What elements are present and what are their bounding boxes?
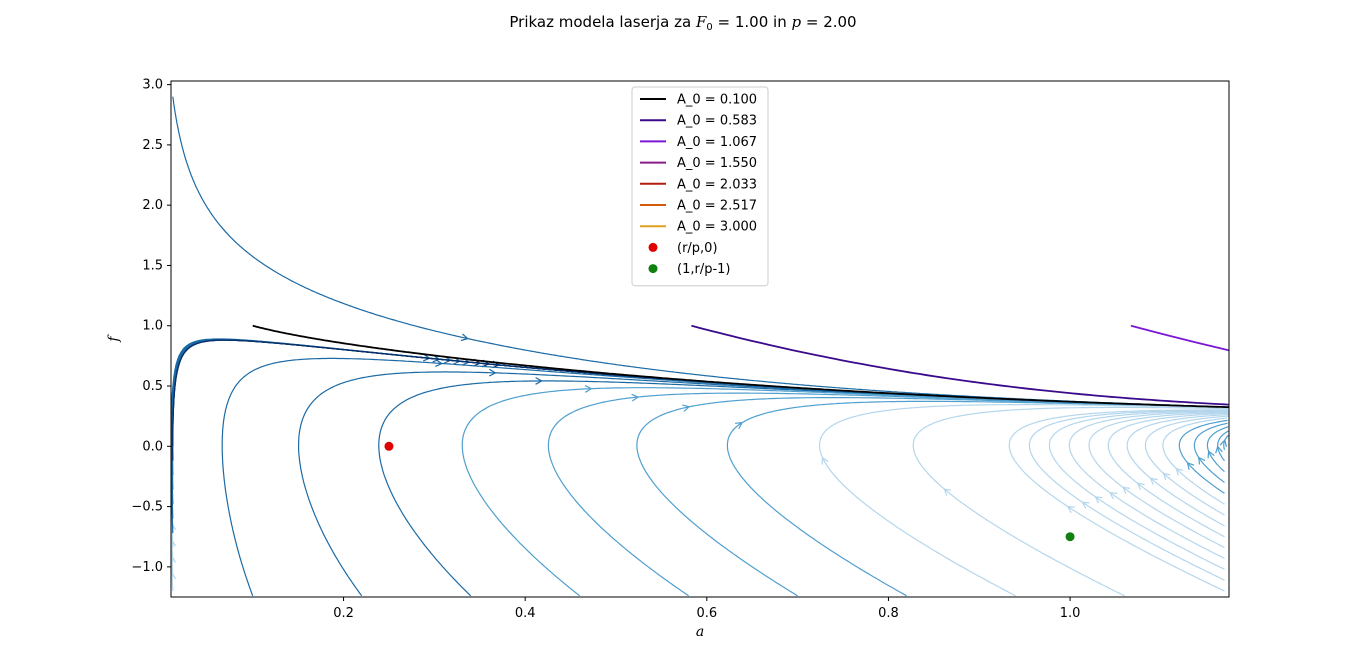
y-tick-label: 0.0 [142,439,163,454]
trajectory-line [691,324,1229,406]
streamline [1126,414,1229,527]
streamline-arrow [1162,472,1171,481]
streamline-arrow [682,404,691,412]
streamline [912,406,1228,597]
streamline-arrow [1207,450,1215,459]
streamline-arrow [171,571,177,580]
streamline-arrow [435,359,444,367]
streamline-arrow [1149,477,1158,485]
streamline-arrow [584,385,593,393]
x-tick-label: 0.2 [333,606,354,621]
streamline [1193,422,1228,483]
legend-label: A_0 = 2.517 [677,199,757,214]
legend-label: A_0 = 2.033 [677,177,757,192]
legend-label: A_0 = 3.000 [677,220,757,235]
legend-marker [648,264,658,274]
streamline [547,392,1228,597]
streamline [819,404,1229,597]
fixed-points [384,441,1075,542]
streamline [1178,419,1228,494]
fixed-point-marker [1065,532,1075,542]
x-tick-label: 1.0 [1060,606,1081,621]
legend-label: (r/p,0) [677,241,718,256]
streamline-arrow [943,488,952,496]
streamline-arrow [1175,467,1184,476]
streamline [726,400,1228,597]
y-tick-label: 1.0 [142,319,163,334]
streamline-arrow [1094,496,1103,504]
streamline [1008,409,1229,592]
streamline [171,338,1228,534]
streamline [1028,409,1228,581]
legend-label: A_0 = 0.100 [677,93,757,108]
y-axis-label: f [106,334,122,343]
plot-frame [170,80,1230,598]
streamline [1107,412,1229,538]
streamline-arrow [1186,461,1195,470]
streamline-arrow [631,393,640,402]
legend-label: A_0 = 1.067 [677,135,757,150]
x-tick-label: 0.8 [878,606,899,621]
streamline [171,339,1227,505]
legend: A_0 = 0.100 A_0 = 0.583 A_0 = 1.067 A_0 = 1… [631,86,769,287]
streamline [636,397,1229,597]
y-tick-label: 1.5 [142,258,163,273]
trajectory-line [1130,324,1229,352]
streamline-arrow [1219,438,1228,448]
streamline-arrow [821,456,829,465]
y-tick-label: 0.5 [142,379,163,394]
streamline [1206,426,1229,473]
y-tick-label: 2.5 [142,138,163,153]
streamline-arrow [1109,491,1118,500]
legend-marker [648,242,658,252]
streamline-arrow [1081,501,1090,509]
streamline-arrow [735,421,744,430]
streamline-arrow [460,333,469,342]
streamline [1048,410,1229,570]
streamline [171,338,1228,519]
streamline-arrow [535,377,543,385]
streamline [1088,411,1229,549]
y-tick-label: −1.0 [131,560,163,575]
legend-label: A_0 = 1.550 [677,156,757,171]
y-tick-label: −0.5 [131,500,163,515]
x-tick-label: 0.6 [696,606,717,621]
streamline-arrow [1215,445,1223,454]
streamline [1223,434,1229,451]
x-tick-label: 0.4 [515,606,536,621]
legend-box [631,86,769,287]
x-axis-label: a [696,624,704,640]
streamline-arrow [1197,456,1206,465]
y-tick-label: 2.0 [142,198,163,213]
fixed-point-marker [384,441,394,451]
legend-label: (1,r/p-1) [677,262,731,277]
streamline [1162,417,1228,505]
chart-title: Prikaz modela laserja za F0 = 1.00 in p … [509,13,856,33]
streamline-arrow [1122,486,1131,494]
y-axis: −1.0 −0.5 0.0 0.5 1.0 1.5 2.0 2.5 3.0 [131,78,171,575]
legend-label: A_0 = 0.583 [677,114,757,129]
streamline-arrow [1066,505,1075,514]
streamline-arrow [1136,482,1145,491]
streamline [1068,411,1228,559]
streamline [1144,415,1229,516]
streamline [1217,430,1229,462]
x-axis: 0.2 0.4 0.6 0.8 1.0 [333,597,1080,621]
y-tick-label: 3.0 [142,78,163,93]
streamline-arrow [488,368,497,377]
streamline [171,339,1229,490]
streamline-arrow [171,538,177,547]
